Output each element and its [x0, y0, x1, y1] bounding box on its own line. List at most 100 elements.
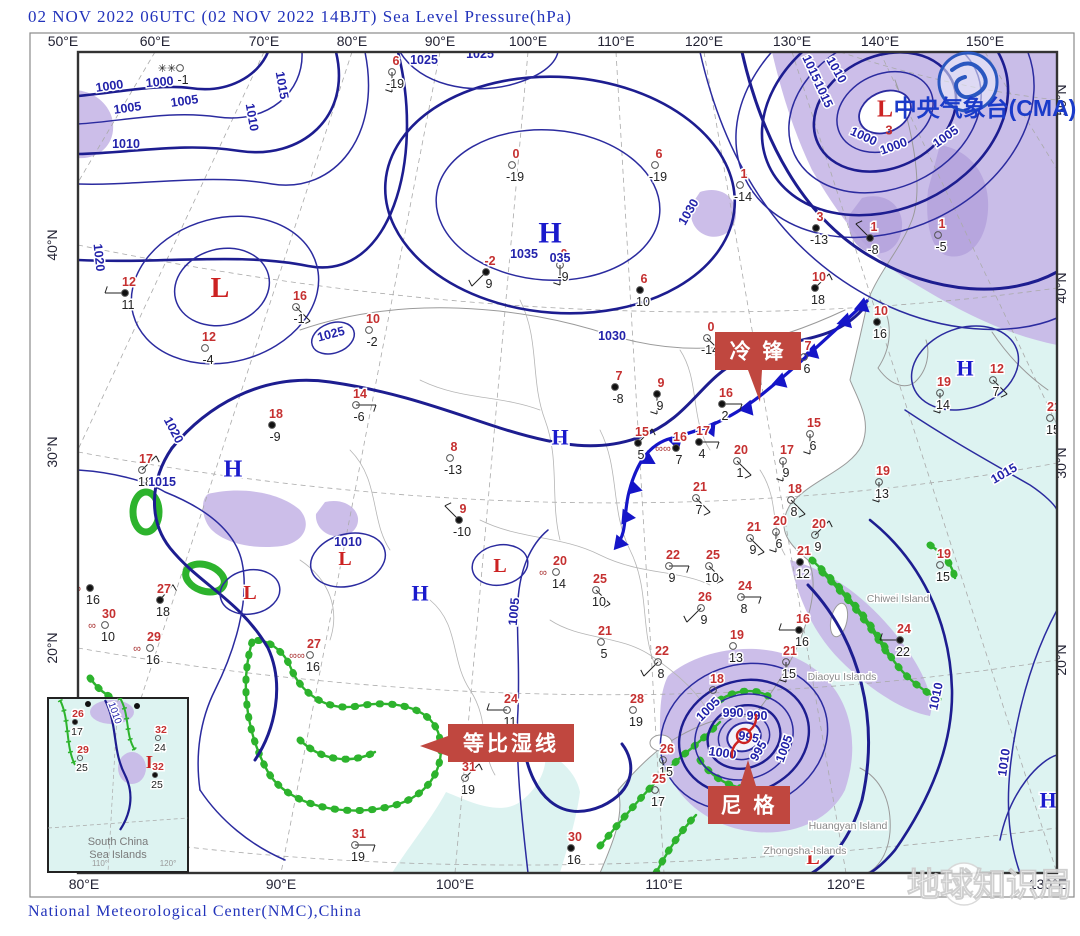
svg-text:7: 7	[676, 453, 683, 467]
svg-text:15: 15	[1046, 423, 1060, 437]
axis-top-label: 130°E	[773, 33, 811, 49]
axis-bottom-label: 80°E	[69, 876, 100, 892]
svg-text:3: 3	[817, 210, 824, 224]
high-center: H	[538, 217, 561, 250]
svg-text:2: 2	[722, 409, 729, 423]
svg-text:4: 4	[699, 447, 706, 461]
svg-text:21: 21	[598, 624, 612, 638]
cma-logo-swirl-icon	[950, 61, 988, 100]
svg-text:10: 10	[705, 571, 719, 585]
svg-text:-2: -2	[484, 254, 495, 268]
annotation-box	[715, 332, 801, 370]
svg-text:18: 18	[788, 482, 802, 496]
annotation-text: 尼 格	[721, 794, 778, 818]
isobar-value-label: 1010	[243, 102, 262, 132]
outer-frame	[29, 32, 1075, 898]
svg-text:∞: ∞	[539, 567, 547, 579]
axis-top-label: 50°E	[48, 33, 79, 49]
svg-text:31: 31	[352, 827, 366, 841]
axis-top-label: 90°E	[425, 33, 456, 49]
isobar-value-label: 1000	[95, 77, 125, 95]
svg-text:24: 24	[897, 622, 911, 636]
svg-text:-19: -19	[649, 170, 667, 184]
svg-text:-13: -13	[810, 233, 828, 247]
svg-text:7: 7	[805, 339, 812, 353]
map-title: 02 NOV 2022 06UTC (02 NOV 2022 14BJT) Se…	[28, 7, 572, 26]
svg-text:5: 5	[601, 647, 608, 661]
svg-text:8: 8	[54, 325, 61, 339]
svg-text:-10: -10	[453, 525, 471, 539]
cma-branding: 中央气象台(CMA)	[894, 51, 1077, 121]
svg-text:30: 30	[102, 607, 116, 621]
svg-text:21: 21	[1047, 400, 1061, 414]
svg-text:6: 6	[810, 439, 817, 453]
svg-text:-9: -9	[557, 270, 568, 284]
map-frame	[76, 50, 1059, 875]
svg-text:17: 17	[780, 443, 794, 457]
isobar-value-label: 1005	[113, 99, 143, 117]
svg-text:24: 24	[504, 692, 518, 706]
svg-text:7: 7	[993, 385, 1000, 399]
isobar-value-label: 1025	[466, 47, 494, 61]
svg-text:21: 21	[747, 520, 761, 534]
axis-left-label: 20°N	[44, 632, 60, 663]
svg-text:16: 16	[673, 430, 687, 444]
svg-text:-19: -19	[386, 77, 404, 91]
watermark: 地球知识局	[907, 862, 1072, 906]
svg-text:12: 12	[122, 275, 136, 289]
svg-text:-1: -1	[293, 312, 304, 326]
svg-text:✳✳: ✳✳	[158, 63, 176, 75]
svg-text:26: 26	[72, 708, 84, 720]
svg-text:1: 1	[939, 217, 946, 231]
isobar-value-label: 1010	[995, 748, 1013, 778]
island-label: Huangyan Island	[809, 820, 888, 832]
annotation-text: 冷 锋	[730, 340, 787, 364]
svg-text:8: 8	[658, 667, 665, 681]
svg-text:19: 19	[351, 850, 365, 864]
svg-text:18: 18	[51, 302, 65, 316]
isobar-value-label: 1015	[273, 70, 292, 100]
svg-text:8: 8	[791, 505, 798, 519]
inset-frame	[47, 697, 189, 873]
svg-text:-6: -6	[353, 410, 364, 424]
svg-text:6: 6	[776, 537, 783, 551]
svg-text:15: 15	[807, 416, 821, 430]
svg-text:27: 27	[157, 582, 171, 596]
svg-text:15: 15	[782, 667, 796, 681]
low-center: L	[806, 847, 819, 869]
svg-text:16: 16	[86, 593, 100, 607]
svg-text:22: 22	[896, 645, 910, 659]
svg-text:12: 12	[796, 567, 810, 581]
svg-text:-4: -4	[202, 353, 213, 367]
axis-bottom-label: 120°E	[827, 876, 865, 892]
island-label: Diaoyu Islands	[808, 671, 877, 683]
svg-text:14: 14	[353, 387, 367, 401]
svg-text:26: 26	[698, 590, 712, 604]
svg-text:9: 9	[701, 613, 708, 627]
svg-text:20: 20	[773, 514, 787, 528]
svg-text:10: 10	[636, 295, 650, 309]
svg-text:-1: -1	[177, 73, 188, 87]
svg-text:19: 19	[876, 464, 890, 478]
svg-text:22: 22	[666, 548, 680, 562]
axis-top-label: 120°E	[685, 33, 723, 49]
axis-top-label: 60°E	[140, 33, 171, 49]
cma-agency-label: 中央气象台(CMA)	[894, 95, 1077, 121]
svg-text:∞: ∞	[133, 643, 141, 655]
high-center: H	[956, 356, 973, 381]
svg-text:7: 7	[696, 503, 703, 517]
svg-text:17: 17	[651, 795, 665, 809]
axis-top-label: 110°E	[597, 33, 634, 49]
svg-text:-14: -14	[734, 190, 752, 204]
svg-text:1: 1	[741, 167, 748, 181]
svg-text:16: 16	[873, 327, 887, 341]
isobar-value-label: 1010	[334, 535, 362, 549]
svg-text:15: 15	[659, 765, 673, 779]
coastlines-borders	[299, 79, 1049, 873]
low-center: L	[493, 555, 506, 577]
svg-text:∞: ∞	[73, 583, 81, 595]
axis-bottom-label: 90°E	[266, 876, 297, 892]
svg-text:1: 1	[871, 220, 878, 234]
svg-text:-5: -5	[935, 240, 946, 254]
